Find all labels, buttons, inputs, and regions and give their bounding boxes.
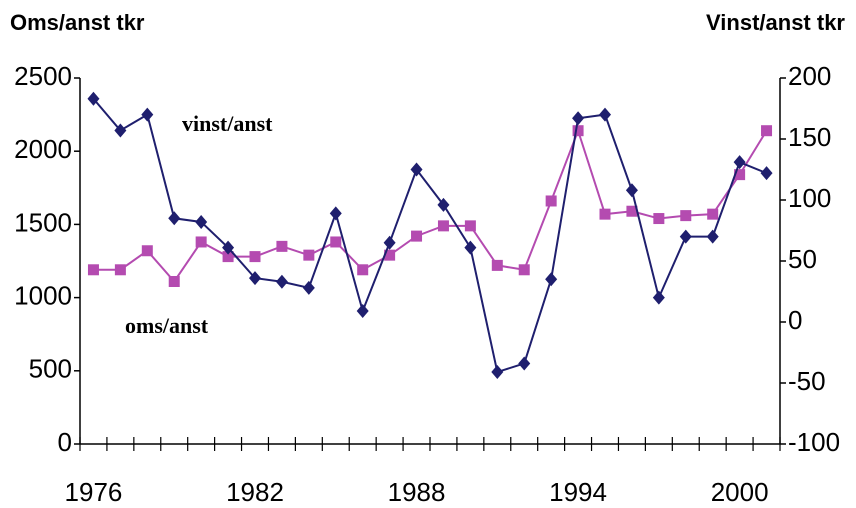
marker bbox=[276, 240, 288, 252]
y2-tick-label: 200 bbox=[788, 61, 831, 91]
x-tick-label: 1988 bbox=[388, 477, 446, 507]
marker bbox=[410, 162, 423, 177]
marker bbox=[141, 107, 154, 122]
y2-tick-label: 50 bbox=[788, 244, 817, 274]
marker bbox=[545, 272, 558, 287]
x-tick-label: 1982 bbox=[226, 477, 284, 507]
x-tick-label: 2000 bbox=[711, 477, 769, 507]
y2-tick-label: 150 bbox=[788, 122, 831, 152]
marker bbox=[491, 259, 503, 271]
marker bbox=[195, 214, 208, 229]
series-line bbox=[93, 127, 768, 284]
marker bbox=[706, 229, 719, 244]
x-tick-label: 1976 bbox=[65, 477, 123, 507]
marker bbox=[249, 271, 261, 286]
series-line bbox=[92, 98, 767, 374]
marker bbox=[518, 356, 531, 371]
marker bbox=[625, 183, 638, 198]
marker bbox=[626, 205, 638, 217]
marker bbox=[384, 249, 396, 261]
marker bbox=[707, 208, 719, 220]
marker bbox=[734, 169, 746, 181]
marker bbox=[464, 220, 476, 232]
marker bbox=[168, 211, 181, 226]
marker bbox=[572, 111, 585, 126]
marker bbox=[357, 264, 369, 276]
marker bbox=[437, 197, 450, 212]
x-tick-label: 1994 bbox=[549, 477, 607, 507]
marker bbox=[303, 249, 315, 261]
marker bbox=[114, 264, 126, 276]
marker bbox=[275, 274, 288, 289]
marker bbox=[249, 251, 261, 263]
annotation: vinst/anst bbox=[182, 111, 273, 136]
annotation: oms/anst bbox=[125, 313, 209, 338]
marker bbox=[356, 304, 369, 319]
marker bbox=[491, 365, 504, 380]
marker bbox=[411, 230, 423, 242]
y-tick-label: 500 bbox=[29, 354, 72, 384]
y-tick-label: 2000 bbox=[14, 134, 72, 164]
marker bbox=[464, 240, 477, 255]
marker bbox=[599, 208, 611, 220]
y-tick-label: 0 bbox=[58, 427, 72, 457]
y2-axis-title: Vinst/anst tkr bbox=[706, 10, 845, 35]
y2-tick-label: -50 bbox=[788, 366, 826, 396]
y2-tick-label: 0 bbox=[788, 305, 802, 335]
y-tick-label: 1000 bbox=[14, 280, 72, 310]
y-tick-label: 2500 bbox=[14, 61, 72, 91]
marker bbox=[760, 166, 773, 181]
marker bbox=[195, 236, 207, 248]
marker bbox=[653, 213, 665, 225]
y2-tick-label: 100 bbox=[788, 183, 831, 213]
marker bbox=[572, 125, 584, 137]
marker bbox=[437, 220, 449, 232]
marker bbox=[114, 123, 127, 138]
y-tick-label: 1500 bbox=[14, 207, 72, 237]
marker bbox=[761, 125, 773, 137]
y2-tick-label: -100 bbox=[788, 427, 840, 457]
marker bbox=[168, 275, 180, 287]
marker bbox=[87, 91, 100, 106]
marker bbox=[222, 240, 235, 255]
marker bbox=[599, 107, 611, 122]
marker bbox=[329, 206, 342, 221]
marker bbox=[518, 264, 530, 276]
y-axis-title: Oms/anst tkr bbox=[10, 10, 145, 35]
marker bbox=[383, 235, 396, 250]
marker bbox=[302, 280, 315, 295]
marker bbox=[222, 251, 234, 263]
marker bbox=[733, 155, 746, 170]
marker bbox=[545, 195, 557, 207]
marker bbox=[141, 245, 153, 257]
marker bbox=[87, 264, 99, 276]
marker bbox=[679, 229, 692, 244]
marker bbox=[330, 236, 342, 248]
marker bbox=[680, 210, 692, 222]
marker bbox=[652, 290, 665, 305]
